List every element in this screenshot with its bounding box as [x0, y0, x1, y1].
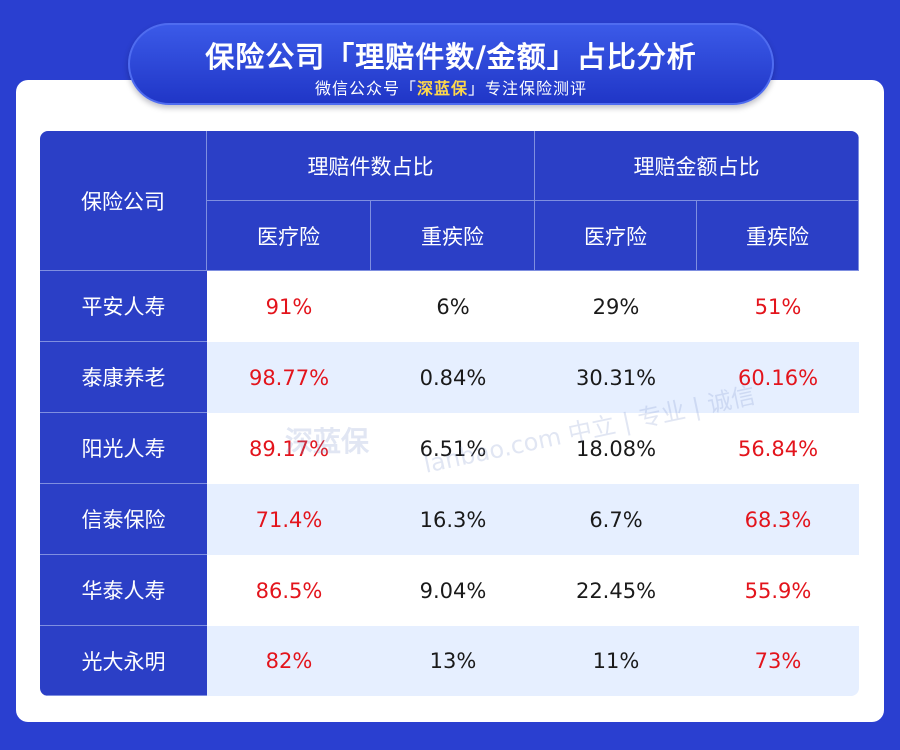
header-company: 保险公司 — [40, 131, 207, 271]
company-name: 泰康养老 — [40, 342, 207, 413]
header-sub-2: 医疗险 — [535, 201, 697, 271]
table-cell: 6.7% — [535, 484, 697, 555]
table-cell: 60.16% — [697, 342, 859, 413]
table-cell: 11% — [535, 626, 697, 696]
header-sub-1: 重疾险 — [371, 201, 535, 271]
company-name: 华泰人寿 — [40, 555, 207, 626]
claims-table: 保险公司 理赔件数占比 理赔金额占比 医疗险 重疾险 医疗险 重疾险 平安人寿 91% 6% 29%… — [40, 131, 859, 696]
company-name: 阳光人寿 — [40, 413, 207, 484]
subtitle-prefix: 微信公众号「 — [314, 79, 417, 98]
company-name: 信泰保险 — [40, 484, 207, 555]
page-title: 保险公司「理赔件数/金额」占比分析 — [205, 40, 697, 74]
table-cell: 13% — [371, 626, 535, 696]
subtitle-brand: 深蓝保 — [416, 79, 468, 98]
header-claim-amount: 理赔金额占比 — [535, 131, 859, 201]
table-cell: 89.17% — [207, 413, 371, 484]
table-cell: 0.84% — [371, 342, 535, 413]
company-name: 平安人寿 — [40, 271, 207, 342]
table-cell: 56.84% — [697, 413, 859, 484]
table-cell: 71.4% — [207, 484, 371, 555]
company-name: 光大永明 — [40, 626, 207, 696]
table-cell: 16.3% — [371, 484, 535, 555]
table-cell: 6.51% — [371, 413, 535, 484]
table-cell: 98.77% — [207, 342, 371, 413]
table-cell: 6% — [371, 271, 535, 342]
table-cell: 30.31% — [535, 342, 697, 413]
table-cell: 73% — [697, 626, 859, 696]
table-cell: 22.45% — [535, 555, 697, 626]
table-cell: 55.9% — [697, 555, 859, 626]
header-sub-3: 重疾险 — [697, 201, 859, 271]
table-cell: 91% — [207, 271, 371, 342]
table-cell: 18.08% — [535, 413, 697, 484]
table-cell: 51% — [697, 271, 859, 342]
table-cell: 29% — [535, 271, 697, 342]
title-banner: 保险公司「理赔件数/金额」占比分析 微信公众号「深蓝保」专注保险测评 — [128, 23, 774, 105]
table-cell: 82% — [207, 626, 371, 696]
header-sub-0: 医疗险 — [207, 201, 371, 271]
table-cell: 86.5% — [207, 555, 371, 626]
page-subtitle: 微信公众号「深蓝保」专注保险测评 — [130, 75, 772, 99]
table-cell: 9.04% — [371, 555, 535, 626]
table-cell: 68.3% — [697, 484, 859, 555]
header-claim-count: 理赔件数占比 — [207, 131, 535, 201]
subtitle-suffix: 」专注保险测评 — [468, 79, 588, 98]
